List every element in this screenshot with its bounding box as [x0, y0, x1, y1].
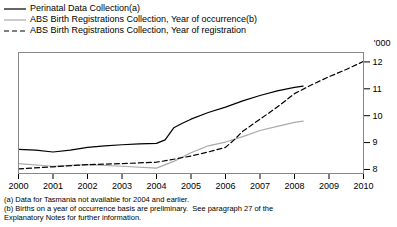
html-text:ABS Birth Registrations Collec: ABS Birth Registrations Collection, Year…: [30, 14, 258, 24]
svg-text:11: 11: [373, 84, 382, 94]
html-text:ABS Birth Registrations Collec: ABS Birth Registrations Collection, Year…: [30, 25, 247, 35]
svg-text:2002: 2002: [77, 181, 97, 191]
svg-text:9: 9: [373, 137, 378, 147]
svg-text:2000: 2000: [8, 181, 28, 191]
svg-text:2010: 2010: [353, 181, 373, 191]
html-text:Perinatal Data Collection(a): Perinatal Data Collection(a): [30, 3, 141, 13]
svg-text:2006: 2006: [215, 181, 235, 191]
svg-text:2007: 2007: [250, 181, 270, 191]
svg-text:'000: '000: [374, 38, 391, 48]
svg-text:12: 12: [373, 57, 383, 67]
svg-text:2004: 2004: [146, 181, 166, 191]
svg-text:2009: 2009: [319, 181, 339, 191]
html-text:(a) Data for Tasmania not avai: (a) Data for Tasmania not available for …: [4, 195, 274, 222]
svg-text:2003: 2003: [112, 181, 132, 191]
svg-text:2008: 2008: [284, 181, 304, 191]
svg-text:10: 10: [373, 111, 383, 121]
svg-text:8: 8: [373, 164, 378, 174]
svg-text:2001: 2001: [43, 181, 63, 191]
svg-text:2005: 2005: [181, 181, 201, 191]
